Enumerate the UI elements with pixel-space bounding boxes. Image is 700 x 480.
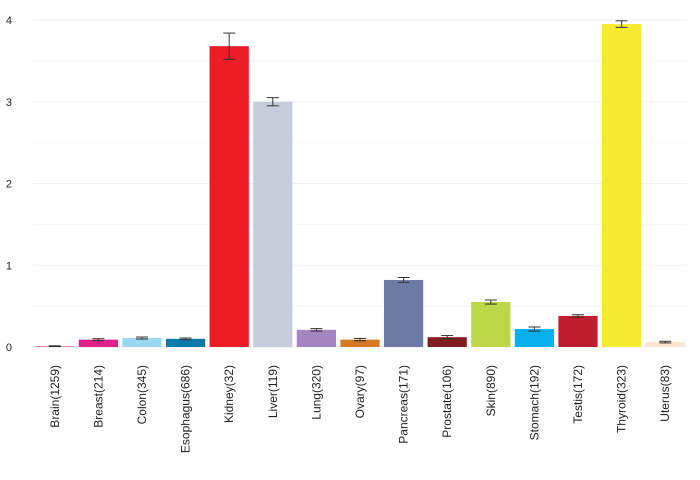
error-bars bbox=[48, 20, 672, 348]
bars bbox=[35, 24, 685, 348]
error-bar bbox=[615, 20, 628, 28]
error-bar bbox=[136, 336, 148, 340]
bar bbox=[383, 279, 424, 347]
bar bbox=[253, 101, 293, 347]
bar bbox=[558, 315, 598, 347]
bar bbox=[340, 339, 380, 347]
x-tick-label: Thyroid(323) bbox=[615, 365, 629, 433]
error-bar bbox=[572, 314, 584, 318]
error-bar bbox=[441, 335, 454, 340]
bar bbox=[122, 338, 162, 347]
x-tick-label: Testis(172) bbox=[571, 365, 585, 424]
error-bar bbox=[310, 328, 323, 332]
x-tick-label: Skin(890) bbox=[484, 365, 498, 416]
x-tick-label: Brain(1259) bbox=[48, 365, 62, 428]
x-tick-label: Kidney(32) bbox=[222, 365, 236, 423]
bar bbox=[78, 339, 119, 347]
y-tick-label: 0 bbox=[6, 342, 12, 354]
error-bar bbox=[659, 340, 672, 344]
error-bar bbox=[223, 32, 236, 60]
y-tick-label: 2 bbox=[6, 179, 12, 191]
y-tick-label: 4 bbox=[6, 15, 12, 27]
y-axis-ticks: 0 1 2 3 4 bbox=[6, 15, 12, 354]
error-bar bbox=[48, 345, 61, 348]
x-tick-label: Colon(345) bbox=[135, 365, 149, 424]
bar bbox=[601, 24, 642, 348]
x-tick-label: Lung(320) bbox=[309, 365, 323, 420]
x-tick-label: Esophagus(686) bbox=[179, 365, 193, 453]
bar bbox=[645, 342, 685, 347]
x-axis-ticks: Brain(1259) Breast(214) Colon(345) Esophagu… bbox=[48, 365, 672, 453]
bar bbox=[165, 338, 206, 347]
x-tick-label: Pancreas(171) bbox=[397, 365, 411, 444]
error-bar bbox=[266, 97, 279, 107]
error-bar bbox=[484, 299, 497, 305]
x-tick-label: Ovary(97) bbox=[353, 365, 367, 418]
x-tick-label: Prostate(106) bbox=[440, 365, 454, 438]
y-tick-label: 3 bbox=[6, 97, 12, 109]
x-tick-label: Breast(214) bbox=[91, 365, 105, 428]
x-tick-label: Stomach(192) bbox=[527, 365, 541, 440]
error-bar bbox=[179, 337, 192, 341]
bar bbox=[427, 337, 467, 347]
bar bbox=[296, 329, 337, 347]
bar bbox=[514, 329, 555, 347]
grid-lines bbox=[33, 19, 687, 348]
x-tick-label: Uterus(83) bbox=[658, 365, 672, 422]
error-bar bbox=[397, 277, 410, 283]
error-bar bbox=[354, 337, 366, 342]
error-bar bbox=[92, 338, 105, 342]
bar bbox=[471, 302, 511, 347]
y-tick-label: 1 bbox=[6, 260, 12, 272]
x-tick-label: Liver(119) bbox=[266, 365, 280, 418]
bar bbox=[209, 46, 249, 347]
error-bar bbox=[528, 326, 541, 332]
